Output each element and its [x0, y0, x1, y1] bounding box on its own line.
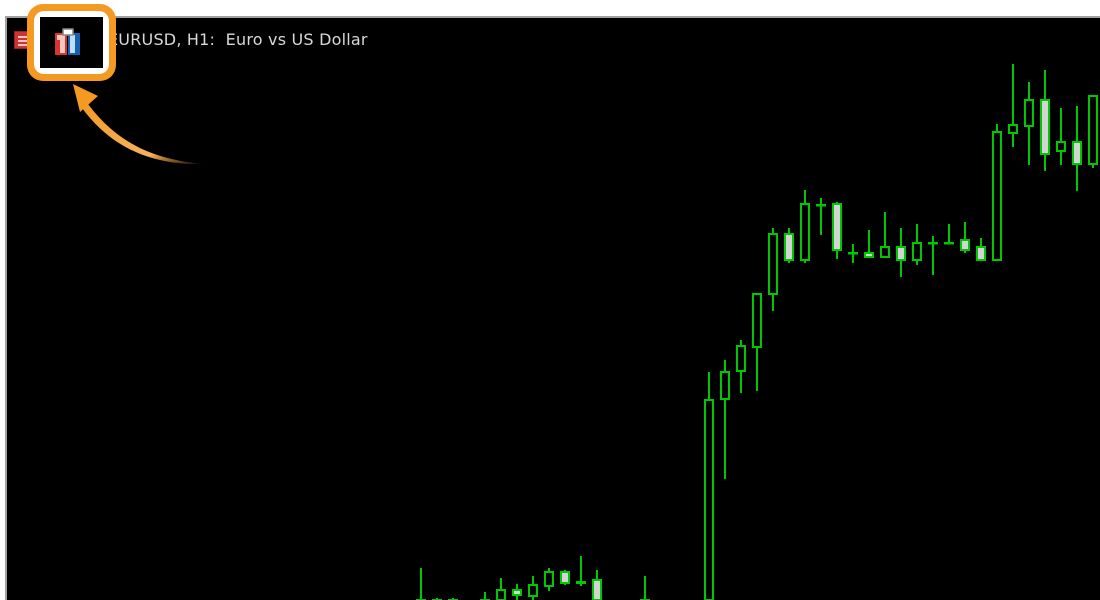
candle: [832, 202, 842, 259]
candle: [768, 228, 778, 311]
candle-body: [800, 203, 810, 261]
candle: [784, 228, 794, 263]
candle: [480, 592, 490, 600]
candle: [976, 238, 986, 261]
candle-body: [752, 293, 762, 348]
candle-body: [896, 246, 906, 261]
candle-body: [1008, 124, 1018, 134]
candle-body: [1040, 99, 1050, 155]
candle-body: [880, 246, 890, 258]
candle: [800, 190, 810, 263]
candle: [592, 570, 602, 600]
candle-body: [576, 581, 586, 584]
candle: [576, 556, 586, 586]
candle: [1008, 64, 1018, 147]
candle: [416, 568, 426, 600]
candle: [496, 578, 506, 600]
candle: [1056, 108, 1066, 165]
candle-body: [960, 239, 970, 251]
candle: [752, 293, 762, 391]
candle-body: [928, 242, 938, 245]
candle-body: [720, 371, 730, 400]
candle: [896, 228, 906, 277]
candle-body: [1072, 141, 1082, 165]
candle: [992, 124, 1002, 261]
candle-body: [992, 131, 1002, 261]
candle-body: [816, 204, 826, 207]
candle-body: [544, 571, 554, 587]
candle-body: [784, 233, 794, 261]
candle: [1040, 70, 1050, 171]
candle-body: [1024, 99, 1034, 127]
candle: [1024, 82, 1034, 165]
candle: [816, 198, 826, 235]
candle-body: [528, 584, 538, 597]
candle: [912, 224, 922, 265]
candle-body: [704, 399, 714, 600]
candle: [544, 568, 554, 591]
candle: [1072, 106, 1082, 191]
highlight-frame: [27, 4, 116, 81]
candle: [528, 576, 538, 600]
candle-body: [832, 203, 842, 251]
candle: [880, 212, 890, 258]
candle-body: [496, 589, 506, 600]
candle-body: [768, 233, 778, 295]
pointer-arrow-icon: [73, 84, 205, 165]
candle: [944, 224, 954, 245]
candle: [704, 372, 714, 600]
candle-body: [864, 252, 874, 258]
candle-body: [848, 252, 858, 255]
candle: [736, 340, 746, 393]
candle-body: [912, 242, 922, 261]
candle: [928, 236, 938, 275]
chart-title: EURUSD, H1: Euro vs US Dollar: [108, 30, 368, 49]
candle-body: [512, 589, 522, 596]
candle-body: [1088, 95, 1098, 165]
candle-body: [736, 345, 746, 372]
candle: [848, 244, 858, 263]
candle-body: [1056, 141, 1066, 152]
candle-body: [944, 242, 954, 245]
candle: [960, 222, 970, 253]
candle: [864, 230, 874, 258]
chart-window[interactable]: [5, 16, 1100, 600]
candle: [1088, 95, 1098, 168]
candle: [640, 576, 650, 600]
candle-body: [560, 571, 570, 584]
candle-body: [976, 246, 986, 261]
candle: [720, 360, 730, 479]
candle: [560, 570, 570, 585]
candle: [512, 584, 522, 600]
candle-body: [592, 579, 602, 600]
one-click-trading-icon[interactable]: [40, 17, 103, 68]
